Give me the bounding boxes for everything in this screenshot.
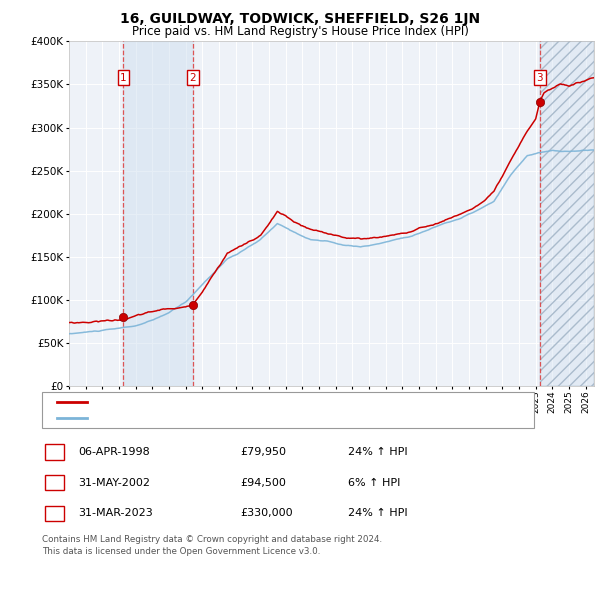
Text: 16, GUILDWAY, TODWICK, SHEFFIELD, S26 1JN (detached house): 16, GUILDWAY, TODWICK, SHEFFIELD, S26 1J… — [94, 397, 416, 407]
Text: 06-APR-1998: 06-APR-1998 — [78, 447, 150, 457]
Text: £94,500: £94,500 — [240, 478, 286, 487]
Text: £79,950: £79,950 — [240, 447, 286, 457]
Text: Contains HM Land Registry data © Crown copyright and database right 2024.: Contains HM Land Registry data © Crown c… — [42, 535, 382, 544]
Text: 31-MAY-2002: 31-MAY-2002 — [78, 478, 150, 487]
Text: 3: 3 — [536, 73, 543, 83]
Text: This data is licensed under the Open Government Licence v3.0.: This data is licensed under the Open Gov… — [42, 546, 320, 556]
Text: £330,000: £330,000 — [240, 509, 293, 518]
Text: 24% ↑ HPI: 24% ↑ HPI — [348, 509, 407, 518]
Text: HPI: Average price, detached house, Rotherham: HPI: Average price, detached house, Roth… — [94, 413, 334, 423]
Text: Price paid vs. HM Land Registry's House Price Index (HPI): Price paid vs. HM Land Registry's House … — [131, 25, 469, 38]
Bar — [540, 41, 594, 386]
Text: 6% ↑ HPI: 6% ↑ HPI — [348, 478, 400, 487]
Bar — [124, 41, 193, 386]
Bar — [540, 41, 594, 386]
Text: 2: 2 — [51, 478, 58, 487]
Text: 1: 1 — [120, 73, 127, 83]
Text: 16, GUILDWAY, TODWICK, SHEFFIELD, S26 1JN: 16, GUILDWAY, TODWICK, SHEFFIELD, S26 1J… — [120, 12, 480, 26]
Text: 31-MAR-2023: 31-MAR-2023 — [78, 509, 153, 518]
Text: 24% ↑ HPI: 24% ↑ HPI — [348, 447, 407, 457]
Text: 1: 1 — [51, 447, 58, 457]
Text: 2: 2 — [190, 73, 196, 83]
Text: 3: 3 — [51, 509, 58, 518]
